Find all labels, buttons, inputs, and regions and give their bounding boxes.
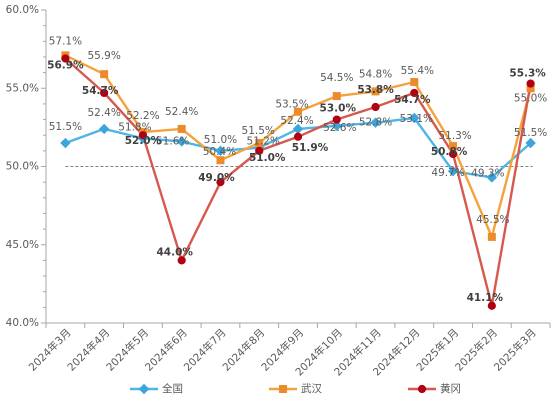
series-0-data-label: 52.6% — [323, 122, 356, 134]
legend-item: 黄冈 — [408, 382, 461, 395]
y-tick-label: 60.0% — [6, 4, 39, 16]
series-2-point — [216, 178, 225, 187]
legend-square-icon — [279, 385, 287, 393]
series-1-data-label: 55.9% — [87, 50, 120, 62]
series-1-data-label: 53.5% — [275, 99, 308, 111]
series-1-data-label: 51.3% — [438, 130, 471, 142]
series-2-line — [64, 57, 532, 307]
series-1-point — [410, 77, 419, 86]
series-2-data-label: 50.8% — [431, 146, 468, 158]
y-tick-label: 40.0% — [6, 317, 39, 329]
series-2-point — [332, 115, 341, 124]
series-1-point — [255, 139, 264, 148]
series-1-point — [449, 142, 458, 151]
series-1-point — [216, 156, 225, 165]
series-2-data-label: 41.1% — [467, 292, 504, 304]
series-0-data-label: 49.3% — [471, 167, 504, 179]
y-tick-label: 55.0% — [6, 82, 39, 94]
series-0-data-label: 51.2% — [247, 136, 280, 148]
y-tick-label: 45.0% — [6, 239, 39, 251]
series-1-data-label: 52.4% — [165, 106, 198, 118]
series-0-point — [176, 136, 187, 147]
series-0-data-label: 53.1% — [400, 113, 433, 125]
series-1-data-label: 54.5% — [320, 72, 353, 84]
series-0-point — [370, 117, 381, 128]
series-1-point — [332, 92, 341, 101]
series-2-data-label: 51.9% — [292, 142, 329, 154]
series-1-data-label: 51.5% — [242, 125, 275, 137]
series-1-data-label: 57.1% — [49, 35, 82, 47]
series-0-data-label: 51.8% — [118, 121, 151, 133]
x-tick-label: 2025年3月 — [491, 326, 539, 374]
data-labels: 51.5%52.4%51.8%51.6% 51.0% 51.2%52.4%52.6%… — [47, 35, 547, 303]
series-lines — [64, 54, 532, 307]
series-1-data-label: 50.4% — [203, 146, 236, 158]
series-0-data-label: 49.7% — [431, 167, 464, 179]
series-0-data-label: 51.0% — [204, 134, 237, 146]
series-1-data-label: 54.8% — [359, 68, 392, 80]
series-markers — [60, 51, 536, 310]
series-2-point — [255, 146, 264, 155]
series-2-point — [100, 88, 109, 98]
series-1-point — [371, 87, 380, 96]
legend-item: 全国 — [130, 382, 183, 395]
series-2-data-label: 55.3% — [509, 68, 546, 80]
series-1-data-label: 45.5% — [476, 214, 509, 226]
series-2-data-label: 53.8% — [357, 84, 394, 96]
series-0-point — [98, 123, 110, 135]
series-1-point — [100, 70, 109, 79]
series-2-point — [410, 88, 419, 98]
series-2-point — [177, 256, 186, 265]
series-0-data-label: 51.5% — [514, 127, 547, 139]
series-2-point — [487, 301, 496, 310]
series-2-point — [526, 79, 535, 88]
series-1-point — [294, 107, 302, 116]
series-1-data-label: 52.2% — [126, 110, 159, 122]
series-2-data-label: 44.0% — [156, 246, 193, 258]
series-0-point — [409, 112, 420, 124]
series-0-point — [60, 137, 71, 149]
series-0-point — [447, 165, 459, 177]
series-2-data-label: 51.0% — [249, 152, 286, 164]
legend: 全国 武汉 黄冈 — [130, 382, 461, 395]
series-2-point — [448, 149, 458, 159]
series-1-data-label: 55.0% — [514, 92, 547, 104]
series-0-point — [215, 145, 226, 157]
series-2-data-label: 49.0% — [198, 172, 235, 184]
series-2-data-label: 56.9% — [47, 60, 84, 72]
series-2-point — [61, 54, 70, 63]
legend-circle-icon — [417, 384, 427, 394]
legend-item: 武汉 — [269, 382, 322, 395]
series-2-point — [293, 132, 303, 141]
series-0-point — [525, 137, 536, 149]
series-2-data-label: 54.7% — [394, 94, 431, 106]
series-1-point — [177, 124, 186, 133]
y-tick-label: 50.0% — [6, 161, 39, 173]
series-1-data-label: 55.4% — [401, 65, 434, 77]
legend-label: 武汉 — [301, 382, 322, 395]
series-0-data-label: 51.5% — [49, 121, 82, 133]
legend-label: 黄冈 — [440, 382, 461, 395]
series-0-data-label: 52.4% — [87, 107, 120, 119]
series-0-data-label: 52.8% — [359, 117, 392, 129]
series-2-point — [371, 102, 380, 112]
series-0-data-label: 51.6% — [156, 135, 189, 147]
series-2-point — [138, 131, 148, 140]
series-2-data-label: 54.7% — [82, 85, 119, 97]
legend-diamond-icon — [138, 383, 150, 395]
series-0-point — [331, 120, 342, 132]
legend-label: 全国 — [162, 382, 183, 395]
series-0-point — [486, 172, 498, 183]
series-2-data-label: 52.0% — [125, 135, 162, 147]
series-1-point — [487, 232, 496, 241]
series-0-data-label: 52.4% — [280, 115, 313, 127]
series-2-data-label: 53.0% — [320, 103, 357, 115]
